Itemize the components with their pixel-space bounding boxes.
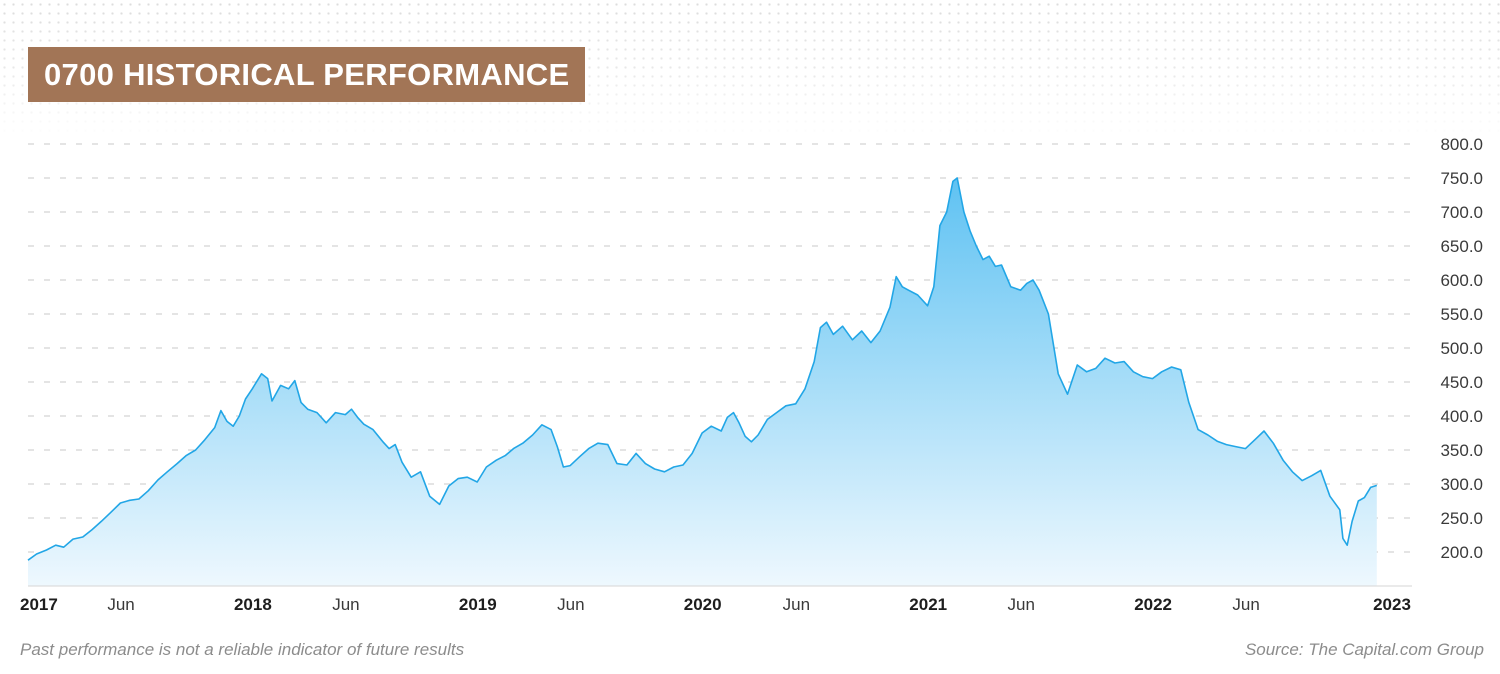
x-tick-label: 2022: [1134, 595, 1172, 614]
y-axis: 200.0 250.0 300.0 350.0 400.0 450.0 500.0 550.0…: [1440, 135, 1483, 562]
y-tick-label: 400.0: [1440, 407, 1483, 426]
x-tick-label: 2020: [684, 595, 722, 614]
y-tick-label: 750.0: [1440, 169, 1483, 188]
x-tick-label: 2021: [909, 595, 947, 614]
y-tick-label: 550.0: [1440, 305, 1483, 324]
y-tick-label: 650.0: [1440, 237, 1483, 256]
x-tick-label: Jun: [557, 595, 584, 614]
y-tick-label: 300.0: [1440, 475, 1483, 494]
chart-area: 200.0 250.0 300.0 350.0 400.0 450.0 500.0 550.0…: [20, 135, 1483, 614]
price-line: [27, 177, 1378, 561]
x-tick-label: 2018: [234, 595, 272, 614]
y-tick-label: 800.0: [1440, 135, 1483, 154]
y-tick-label: 600.0: [1440, 271, 1483, 290]
chart-title: 0700 HISTORICAL PERFORMANCE: [28, 47, 586, 102]
y-tick-label: 450.0: [1440, 373, 1483, 392]
y-tick-label: 350.0: [1440, 441, 1483, 460]
price-area: [28, 178, 1377, 586]
y-tick-label: 250.0: [1440, 509, 1483, 528]
y-tick-label: 200.0: [1440, 543, 1483, 562]
x-axis: 2017 Jun 2018 Jun 2019 Jun 2020 Jun 2021 Jun 2022 J…: [20, 595, 1411, 614]
y-tick-label: 700.0: [1440, 203, 1483, 222]
source-text: Source: The Capital.com Group: [1244, 640, 1484, 659]
x-tick-label: Jun: [783, 595, 810, 614]
x-tick-label: Jun: [1008, 595, 1035, 614]
x-tick-label: Jun: [107, 595, 134, 614]
x-tick-label: 2023: [1373, 595, 1411, 614]
y-tick-label: 500.0: [1440, 339, 1483, 358]
disclaimer-text: Past performance is not a reliable indic…: [20, 640, 465, 659]
x-tick-label: Jun: [1232, 595, 1259, 614]
x-tick-label: 2017: [20, 595, 58, 614]
x-tick-label: Jun: [332, 595, 359, 614]
x-tick-label: 2019: [459, 595, 497, 614]
